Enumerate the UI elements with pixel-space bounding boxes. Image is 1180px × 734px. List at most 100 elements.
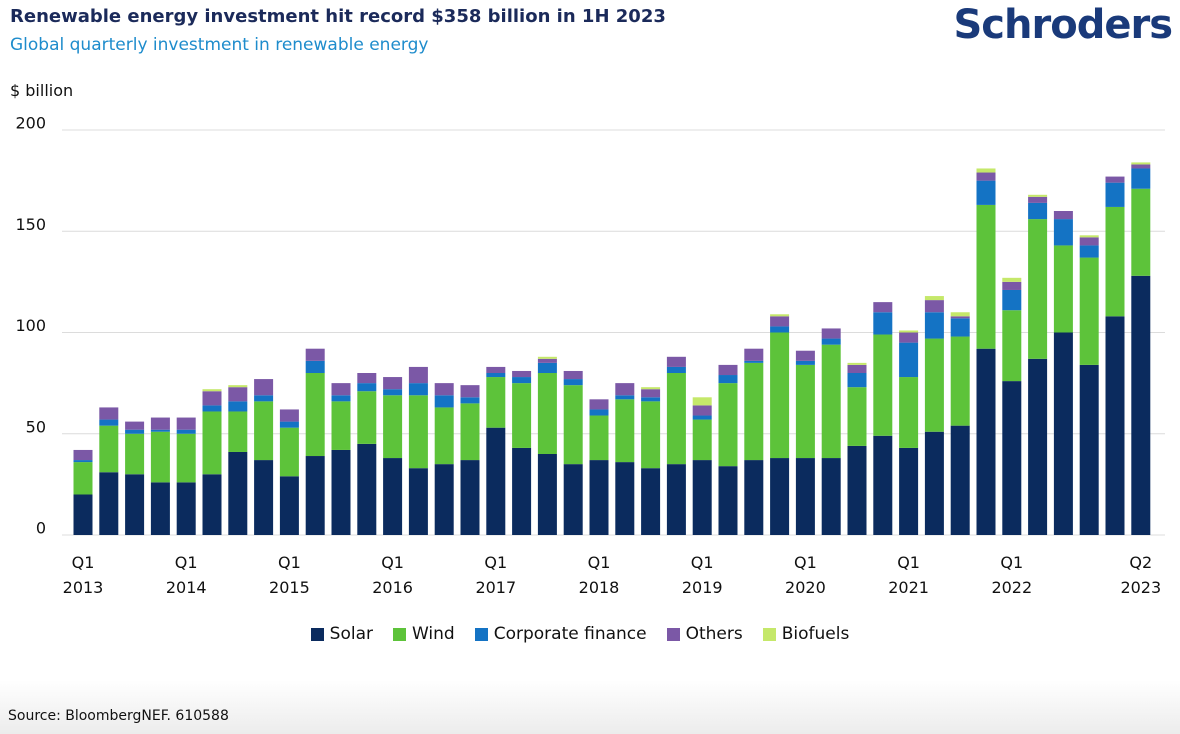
bar-segment: [279, 409, 299, 422]
bar-segment: [1053, 211, 1073, 220]
legend-swatch: [310, 627, 324, 641]
bar-segment: [73, 449, 93, 461]
bar-segment: [460, 397, 480, 404]
legend-label: Solar: [329, 624, 373, 644]
bar-segment: [202, 405, 222, 412]
bar-segment: [150, 431, 170, 483]
x-tick-label: Q1 2021: [888, 553, 929, 597]
bar-segment: [692, 405, 712, 416]
bar-segment: [408, 383, 428, 396]
bar-segment: [1105, 176, 1125, 183]
bar-segment: [641, 387, 661, 390]
bar-segment: [357, 383, 377, 392]
bar-segment: [99, 419, 119, 426]
bar-segment: [357, 443, 377, 535]
bar-segment: [434, 383, 454, 396]
bar-segment: [1002, 310, 1022, 382]
bar-segment: [73, 460, 93, 463]
x-tick-label: Q1 2022: [991, 553, 1033, 597]
bar-segment: [1079, 235, 1099, 238]
bar-segment: [383, 458, 403, 535]
bar-segment: [666, 366, 686, 373]
bar-segment: [512, 383, 532, 448]
bar-segment: [125, 421, 145, 430]
bar-segment: [486, 366, 506, 373]
bar-segment: [176, 433, 196, 483]
bar-segment: [512, 377, 532, 384]
bar-segment: [770, 332, 790, 459]
bar-segment: [1028, 202, 1048, 220]
bar-segment: [254, 395, 274, 402]
bar-segment: [589, 399, 609, 410]
bar-segment: [1002, 381, 1022, 535]
legend: Solar Wind Corporate finance Others Biofuels: [0, 624, 1160, 644]
bar-segment: [228, 387, 248, 402]
bar-segment: [950, 312, 970, 317]
x-tick-label: Q1 2017: [475, 553, 517, 597]
x-tick-label: Q1 2014: [165, 553, 207, 597]
bar-segment: [408, 468, 428, 535]
bar-segment: [847, 373, 867, 388]
brand-logo: Schroders: [953, 2, 1173, 48]
x-tick-label: Q1 2020: [785, 553, 826, 597]
bar-segment: [73, 462, 93, 495]
bar-segment: [924, 296, 944, 301]
bar-segment: [73, 494, 93, 535]
legend-item: Solar: [310, 624, 373, 644]
bar-segment: [873, 302, 893, 313]
bar-segment: [434, 407, 454, 465]
bar-segment: [537, 362, 557, 373]
bar-segment: [357, 373, 377, 384]
bar-segment: [744, 460, 764, 535]
bar-segment: [228, 385, 248, 388]
bar-segment: [202, 389, 222, 392]
legend-swatch: [392, 627, 406, 641]
bar-segment: [847, 364, 867, 373]
bar-segment: [1053, 332, 1073, 535]
bar-segment: [486, 373, 506, 378]
bar-segment: [279, 476, 299, 535]
x-tick-label: Q1 2013: [62, 553, 104, 597]
bar-segment: [1131, 164, 1151, 169]
y-tick-label: 50: [26, 417, 46, 436]
bar-segment: [254, 379, 274, 396]
legend-swatch: [474, 627, 488, 641]
bar-segment: [1028, 196, 1048, 203]
legend-item: Corporate finance: [474, 624, 647, 644]
y-axis-label: $ billion: [10, 81, 74, 100]
bar-segment: [692, 415, 712, 420]
bar-segment: [434, 395, 454, 408]
bar-segment: [899, 342, 919, 378]
bar-segment: [821, 328, 841, 339]
bar-segment: [847, 362, 867, 365]
bar-segment: [589, 460, 609, 535]
bar-segment: [150, 417, 170, 430]
bar-segment: [305, 456, 325, 535]
bar-segment: [976, 348, 996, 535]
footer-band: [0, 680, 1180, 734]
bar-segment: [512, 447, 532, 535]
bar-segment: [976, 180, 996, 205]
bar-segment: [873, 312, 893, 335]
bar-segment: [125, 433, 145, 475]
bar-segment: [125, 429, 145, 434]
bar-segment: [279, 427, 299, 477]
legend-item: Biofuels: [762, 624, 850, 644]
bar-segment: [563, 385, 583, 465]
bar-segment: [821, 344, 841, 459]
x-tick-label: Q1 2019: [681, 553, 723, 597]
legend-label: Biofuels: [781, 624, 850, 644]
bar-segment: [770, 316, 790, 327]
bar-segment: [563, 464, 583, 535]
bar-segment: [305, 373, 325, 457]
bar-segment: [795, 350, 815, 361]
legend-label: Others: [685, 624, 743, 644]
bar-segment: [615, 399, 635, 463]
bar-segment: [847, 445, 867, 535]
bar-segment: [1079, 257, 1099, 365]
bar-segment: [434, 464, 454, 535]
bar-segment: [666, 464, 686, 535]
bar-segment: [486, 377, 506, 428]
